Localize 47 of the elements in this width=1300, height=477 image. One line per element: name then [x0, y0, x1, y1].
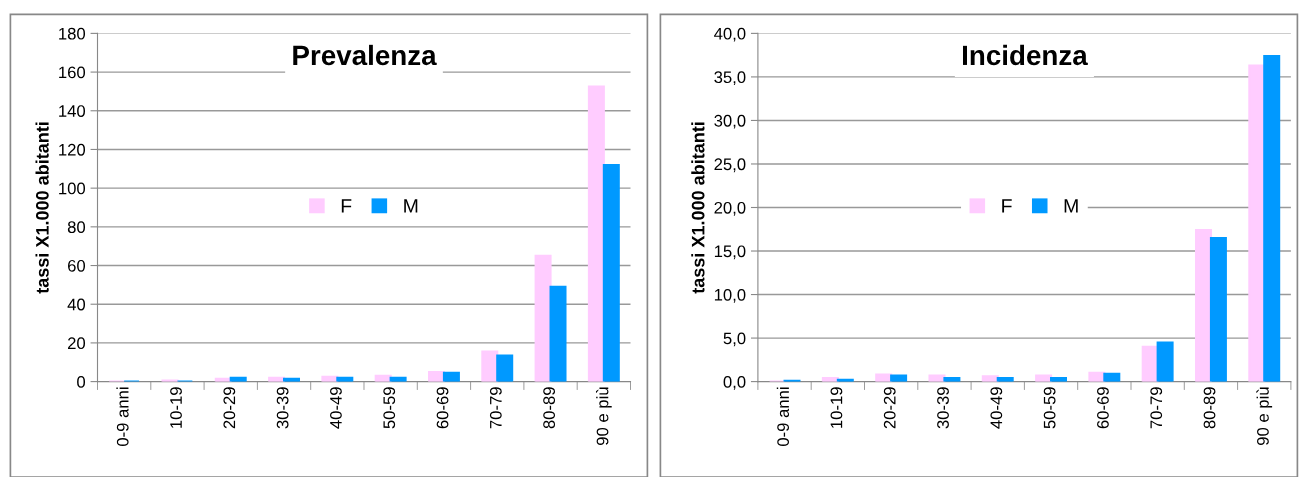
x-tick-label: 70-79: [1150, 387, 1163, 429]
x-tick-label: 30-39: [276, 387, 289, 429]
x-tick-label: 20-29: [223, 387, 236, 429]
y-tick-label: 5,0: [723, 332, 746, 347]
y-tick-label: 40,0: [714, 27, 746, 42]
x-tick-label: 60-69: [436, 387, 449, 429]
y-tick-label: 180: [59, 27, 86, 40]
y-tick-label: 15,0: [714, 245, 746, 260]
y-tick-label: 60: [68, 259, 86, 272]
x-tick-label: 90 e più: [595, 387, 612, 445]
chart-title: Incidenza: [962, 44, 1088, 66]
y-tick-label: 30,0: [714, 114, 746, 129]
y-tick-label: 80: [67, 221, 86, 234]
y-tick-label: 20: [68, 337, 86, 350]
y-tick-label: 160: [59, 66, 86, 79]
x-tick-label: 0-9 anni: [116, 387, 129, 447]
y-tick-label: 25,0: [714, 158, 746, 173]
y-tick-label: 10,0: [714, 288, 746, 303]
x-tick-label: 0-9 anni: [776, 387, 790, 447]
x-tick-label: 40-49: [990, 387, 1003, 429]
x-tick-label: 90 e più: [1256, 387, 1273, 445]
x-tick-label: 50-59: [1043, 387, 1056, 429]
x-tick-label: 10-19: [830, 387, 843, 428]
x-tick-label: 20-29: [883, 387, 896, 429]
y-tick-label: 0,0: [723, 376, 746, 390]
legend-label: M: [404, 199, 418, 213]
x-tick-label: 80-89: [543, 387, 556, 429]
x-tick-label: 40-49: [330, 387, 342, 429]
x-tick-label: 30-39: [937, 387, 949, 429]
y-axis-title: tassi X1.000 abitanti: [35, 122, 49, 294]
y-tick-label: 100: [59, 182, 86, 195]
x-tick-label: 80-89: [1203, 387, 1216, 429]
y-tick-label: 35,0: [714, 71, 746, 86]
y-tick-label: 140: [59, 105, 86, 117]
x-tick-label: 10-19: [170, 387, 182, 428]
y-axis-title: tassi X1.000 abitanti: [691, 122, 705, 294]
legend-label: F: [1002, 199, 1012, 213]
y-tick-label: 0: [77, 376, 86, 388]
y-tick-label: 40: [67, 298, 86, 311]
x-tick-label: 60-69: [1097, 387, 1109, 429]
legend-label: F: [341, 199, 352, 213]
x-tick-label: 50-59: [383, 387, 396, 429]
x-tick-label: 70-79: [489, 387, 502, 429]
legend-label: M: [1064, 199, 1078, 213]
y-tick-label: 120: [59, 143, 86, 156]
y-tick-label: 20,0: [714, 201, 746, 216]
chart-title: Prevalenza: [293, 44, 437, 66]
